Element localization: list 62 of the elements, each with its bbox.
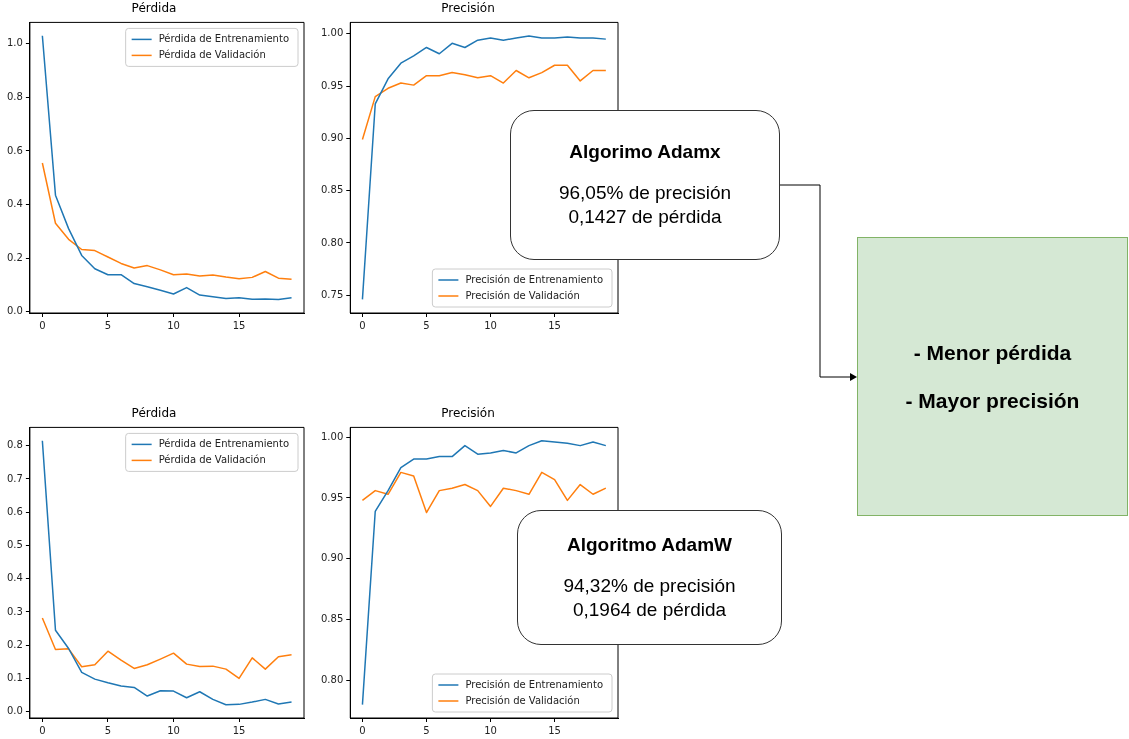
x-tick-label: 15 [232,724,246,736]
x-tick-label: 10 [167,724,180,736]
y-tick-label: 0.2 [7,251,23,263]
x-tick-label: 0 [359,319,366,331]
text: - Menor pérdida [913,340,1072,365]
x-tick-label: 10 [484,724,497,736]
y-tick-label: 0.8 [7,90,23,102]
legend-label: Pérdida de Validación [158,48,266,60]
legend-label: Pérdida de Entrenamiento [158,437,289,449]
y-tick-label: 0.0 [7,305,23,317]
x-tick-label: 0 [359,724,366,736]
annotation: 0,1427 de pérdida [568,205,722,229]
chart-title: Precisión [441,406,495,421]
annotation: 94,32% de precisión [563,573,736,598]
legend-label: Precisión de Entrenamiento [465,678,604,690]
y-tick-label: 0.6 [7,505,23,517]
y-tick-label: 0.75 [321,288,344,300]
y-tick-label: 1.00 [321,430,344,442]
annotation: 96,05% de precisión [558,181,732,205]
y-tick-label: 0.8 [7,439,23,451]
annotation: 0,1964 de pérdida [572,597,727,622]
y-tick-label: 0.80 [321,236,344,248]
y-tick-label: 0.4 [7,572,23,584]
chart-title: Pérdida [131,406,177,421]
y-tick-label: 0.4 [7,198,23,210]
x-tick-label: 5 [104,724,112,736]
text: - Mayor precisión [905,388,1080,413]
x-tick-label: 5 [423,724,430,736]
y-tick-label: 0.90 [321,552,344,564]
y-tick-label: 0.85 [321,613,344,625]
legend-label: Pérdida de Validación [158,453,266,465]
x-tick-label: 0 [39,724,46,736]
x-tick-label: 10 [167,319,180,331]
y-tick-label: 0.90 [321,132,344,144]
y-tick-label: 0.85 [321,184,344,196]
chart-title: Precisión [441,1,495,16]
x-tick-label: 15 [548,724,561,736]
y-tick-label: 0.3 [7,605,23,617]
y-tick-label: 0.1 [7,672,23,684]
legend-label: Pérdida de Entrenamiento [158,32,289,44]
y-tick-label: 0.2 [7,638,23,650]
x-tick-label: 0 [39,319,46,331]
x-tick-label: 5 [104,319,112,331]
y-tick-label: 1.0 [7,37,23,49]
y-tick-label: 0.95 [321,491,344,503]
y-tick-label: 0.80 [321,673,344,685]
chart-title: Pérdida [131,1,177,16]
x-tick-label: 15 [232,319,246,331]
legend-label: Precisión de Validación [465,694,580,706]
y-tick-label: 0.95 [321,79,344,91]
text: Algoritmo AdamW [566,533,732,556]
text: Algorimo Adamx [569,141,721,163]
y-tick-label: 1.00 [321,27,344,39]
x-tick-label: 15 [548,319,561,331]
y-tick-label: 0.7 [7,472,23,484]
y-tick-label: 0.5 [7,539,23,551]
y-tick-label: 0.0 [7,705,23,717]
y-tick-label: 0.6 [7,144,23,156]
legend-label: Precisión de Entrenamiento [465,273,604,285]
x-tick-label: 5 [423,319,430,331]
x-tick-label: 10 [484,319,497,331]
legend-label: Precisión de Validación [465,289,580,301]
